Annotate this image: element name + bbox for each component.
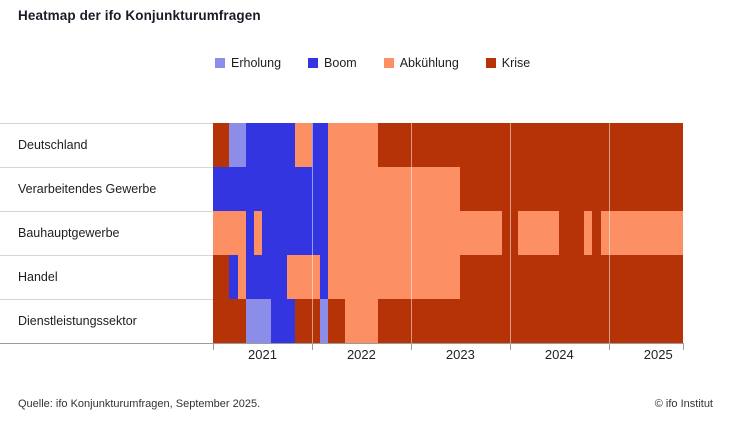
segment-abkühlung — [328, 167, 461, 211]
legend-swatch-icon — [485, 58, 496, 68]
segment-erholung — [320, 299, 329, 343]
segment-boom — [245, 211, 255, 255]
legend-item-boom: Boom — [308, 56, 357, 70]
segment-boom — [229, 255, 238, 299]
segment-boom — [270, 299, 296, 343]
segment-abkühlung — [328, 211, 502, 255]
row-label: Deutschland — [18, 138, 88, 152]
segment-boom — [213, 167, 329, 211]
axis-tick — [410, 343, 412, 350]
heatmap-row — [213, 299, 683, 343]
heatmap-row — [213, 123, 683, 167]
heatmap-row — [213, 211, 684, 255]
segment-krise — [501, 211, 519, 255]
year-tick-label: 2024 — [544, 347, 574, 362]
segment-abkühlung — [213, 211, 246, 255]
legend-item-abkühlung: Abkühlung — [383, 56, 459, 70]
axis-tick — [509, 343, 511, 350]
segment-abkühlung — [237, 255, 246, 299]
row-label: Verarbeitendes Gewerbe — [18, 182, 157, 196]
heatmap-row — [213, 255, 684, 299]
segment-krise — [213, 299, 246, 343]
segment-krise — [213, 123, 230, 167]
segment-abkühlung — [295, 123, 312, 167]
segment-krise — [460, 167, 683, 211]
legend-label: Abkühlung — [399, 56, 459, 70]
chart-legend: Erholung Boom Abkühlung Krise — [215, 56, 530, 70]
segment-boom — [262, 211, 329, 255]
segment-abkühlung — [287, 255, 321, 299]
segment-erholung — [229, 123, 246, 167]
row-labels-column: Deutschland Verarbeitendes Gewerbe Bauhaup… — [18, 123, 208, 343]
segment-krise — [377, 123, 683, 167]
axis-tick — [683, 343, 684, 350]
legend-item-erholung: Erholung — [215, 56, 281, 70]
row-label: Bauhauptgewerbe — [18, 226, 120, 240]
legend-swatch-icon — [308, 58, 319, 68]
row-label: Handel — [18, 270, 58, 284]
segment-erholung — [245, 299, 271, 343]
segment-krise — [460, 255, 684, 299]
copyright-note: © ifo Institut — [654, 398, 713, 410]
segment-krise — [592, 211, 601, 255]
segment-boom — [311, 123, 329, 167]
segment-krise — [377, 299, 683, 343]
legend-label: Krise — [501, 56, 531, 70]
segment-abkühlung — [328, 123, 378, 167]
segment-abkühlung — [344, 299, 378, 343]
legend-item-krise: Krise — [485, 56, 531, 70]
axis-tick — [608, 343, 610, 350]
year-tick-label: 2021 — [248, 347, 277, 362]
segment-krise — [295, 299, 321, 343]
heatmap-plot-area — [213, 123, 684, 343]
year-tick-label: 2025 — [643, 347, 673, 362]
segment-krise — [213, 255, 230, 299]
legend-swatch-icon — [383, 58, 394, 68]
segment-abkühlung — [328, 255, 461, 299]
segment-krise — [559, 211, 585, 255]
year-tick-label: 2022 — [346, 347, 376, 362]
legend-label: Erholung — [231, 56, 282, 70]
source-note: Quelle: ifo Konjunkturumfragen, Septembe… — [18, 398, 261, 410]
segment-abkühlung — [600, 211, 684, 255]
segment-abkühlung — [584, 211, 593, 255]
segment-krise — [328, 299, 345, 343]
axis-tick — [311, 343, 313, 350]
year-tick-label: 2023 — [445, 347, 475, 362]
x-axis: 2021 2022 2023 2024 2025 — [213, 343, 684, 367]
heatmap-row — [213, 167, 683, 211]
segment-abkühlung — [254, 211, 263, 255]
axis-tick — [213, 343, 214, 350]
segment-boom — [245, 255, 288, 299]
segment-boom — [320, 255, 329, 299]
legend-label: Boom — [324, 56, 357, 70]
segment-abkühlung — [518, 211, 560, 255]
segment-boom — [245, 123, 296, 167]
chart-title: Heatmap der ifo Konjunkturumfragen — [18, 8, 261, 23]
row-label: Dienstleistungssektor — [18, 314, 137, 328]
x-axis-line — [0, 343, 683, 344]
legend-swatch-icon — [215, 58, 225, 68]
